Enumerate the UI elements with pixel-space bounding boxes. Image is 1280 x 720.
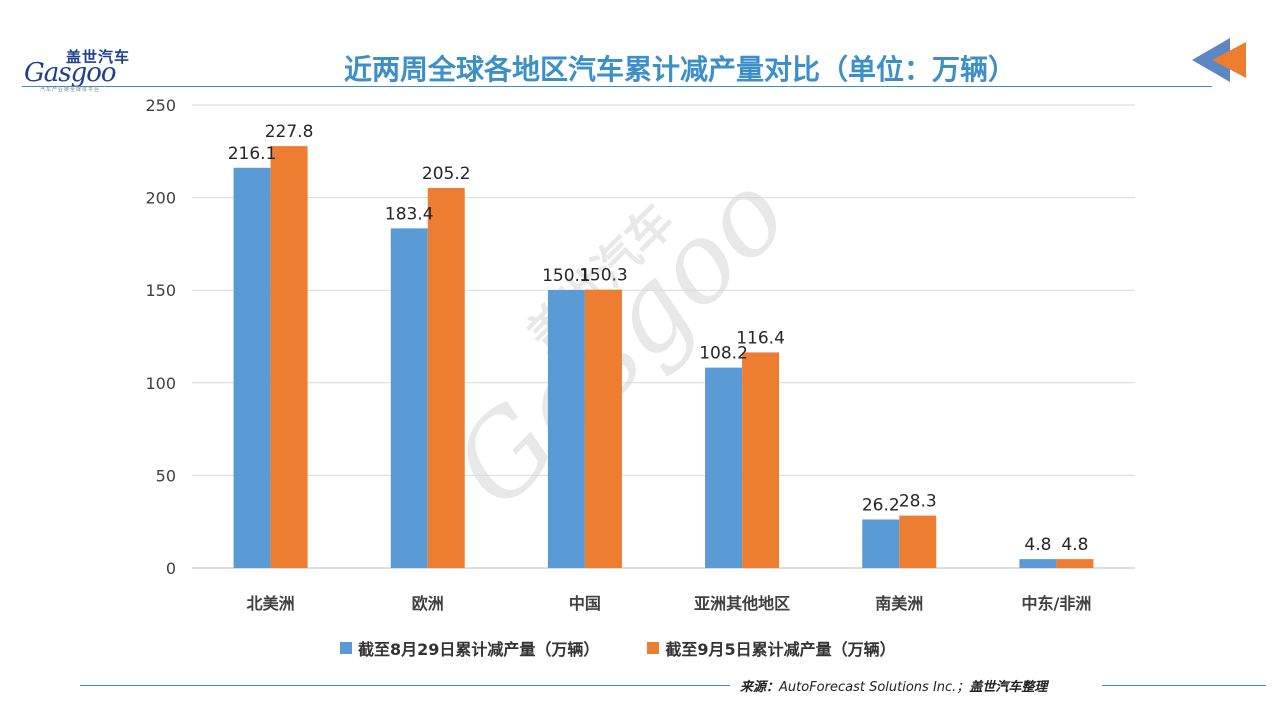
data-label-series2: 4.8	[1061, 535, 1088, 555]
source-note: 来源：AutoForecast Solutions Inc.；盖世汽车整理	[740, 676, 1047, 695]
bar-series2	[427, 187, 465, 568]
data-label-series2: 150.3	[579, 266, 628, 286]
data-label-series1: 108.2	[699, 344, 748, 364]
y-tick-label: 50	[156, 466, 176, 485]
source-text: AutoForecast Solutions Inc.；	[779, 680, 970, 695]
footer-divider-right	[1102, 685, 1266, 686]
y-tick-label: 100	[145, 374, 176, 393]
x-tick-label: 北美洲	[247, 594, 295, 613]
data-label-series1: 216.1	[228, 144, 277, 164]
grid-lines	[192, 104, 1135, 569]
data-label-series1: 183.4	[385, 204, 434, 224]
bars	[233, 146, 1094, 569]
y-tick-label: 200	[145, 189, 176, 208]
data-label-series2: 116.4	[736, 328, 785, 348]
data-label-series1: 26.2	[862, 495, 900, 515]
footer-divider-left	[80, 685, 730, 686]
y-tick-label: 150	[145, 281, 176, 300]
legend-item-series1: 截至8月29日累计减产量（万辆）	[340, 636, 599, 660]
page-title: 近两周全球各地区汽车累计减产量对比（单位：万辆）	[343, 53, 1016, 86]
bar-series1	[705, 367, 743, 568]
bar-series1	[547, 290, 585, 568]
legend-label-series2: 截至9月5日累计减产量（万辆）	[665, 640, 896, 659]
data-label-series2: 227.8	[265, 122, 314, 142]
corner-arrow-icon	[1192, 38, 1246, 82]
source-label: 来源：	[740, 680, 780, 695]
y-axis: 0 50 100 150 200 250	[145, 96, 176, 578]
bar-series1	[233, 167, 271, 568]
bar-series1	[390, 228, 428, 568]
legend: 截至8月29日累计减产量（万辆） 截至9月5日累计减产量（万辆）	[340, 636, 896, 660]
legend-label-series1: 截至8月29日累计减产量（万辆）	[358, 640, 600, 659]
data-label-series2: 205.2	[422, 164, 471, 184]
bar-series2	[584, 289, 622, 568]
logo-en-text: Gasgoo	[24, 58, 117, 88]
x-tick-label: 中国	[569, 594, 601, 613]
bar-series2	[742, 352, 780, 568]
x-tick-label: 亚洲其他地区	[694, 594, 790, 613]
data-label-series2: 28.3	[899, 492, 937, 512]
legend-swatch-series2	[647, 642, 660, 654]
y-tick-label: 250	[145, 96, 176, 115]
bar-series1	[862, 519, 900, 568]
legend-item-series2: 截至9月5日累计减产量（万辆）	[647, 636, 896, 660]
logo-subtitle: 汽车产业链全媒体平台	[40, 87, 101, 93]
legend-swatch-series1	[340, 642, 352, 654]
x-tick-label: 欧洲	[412, 594, 444, 613]
bar-series2	[1056, 559, 1094, 568]
x-axis: 北美洲 欧洲 中国 亚洲其他地区 南美洲 中东/非洲	[247, 594, 1092, 613]
bar-series2	[270, 146, 308, 569]
gasgoo-logo: 盖世汽车 Gasgoo 汽车产业链全媒体平台	[18, 44, 134, 93]
x-tick-label: 南美洲	[875, 594, 923, 613]
data-label-series1: 4.8	[1024, 535, 1051, 555]
x-tick-label: 中东/非洲	[1021, 594, 1091, 613]
data-label-series1: 150.1	[542, 266, 591, 286]
title-divider	[22, 86, 1212, 87]
logo-cn-text: 盖世汽车	[66, 48, 131, 66]
bar-series1	[1019, 559, 1057, 568]
bar-series2	[899, 515, 937, 568]
y-tick-label: 0	[166, 559, 176, 578]
source-org: 盖世汽车整理	[969, 680, 1048, 695]
